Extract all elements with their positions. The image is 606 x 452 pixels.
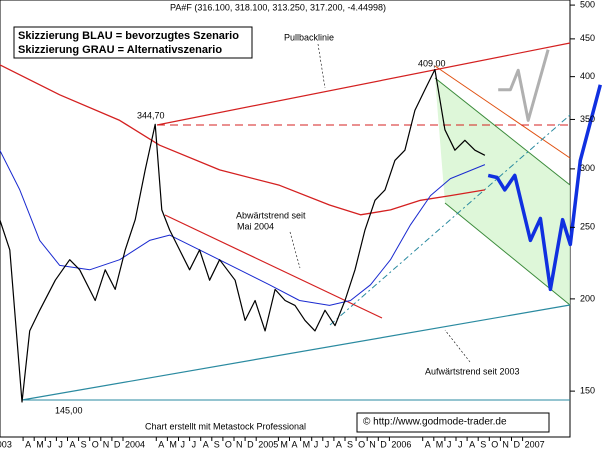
x-tick-label: O bbox=[491, 439, 498, 449]
legend-text: Skizzierung GRAU = Alternativszenario bbox=[18, 44, 222, 56]
x-tick-label: N bbox=[103, 439, 110, 449]
x-tick-label: O bbox=[225, 439, 232, 449]
x-tick-label: J bbox=[447, 439, 452, 449]
annotation: 409,00 bbox=[418, 58, 446, 68]
x-tick-label: S bbox=[81, 439, 87, 449]
x-tick-label: 2004 bbox=[125, 439, 145, 449]
series-line bbox=[498, 49, 550, 122]
x-tick-label: D bbox=[380, 439, 387, 449]
annotation: Aufwärtstrend seit 2003 bbox=[425, 366, 520, 376]
x-tick-label: S bbox=[347, 439, 353, 449]
copyright: © http://www.godmode-trader.de bbox=[363, 417, 507, 428]
pointer bbox=[444, 329, 471, 363]
x-tick-label: J bbox=[47, 439, 52, 449]
x-tick-label: A bbox=[203, 439, 209, 449]
series-line bbox=[487, 84, 602, 292]
x-tick-label: 2007 bbox=[525, 439, 545, 449]
x-tick-label: J bbox=[180, 439, 185, 449]
x-tick-label: N bbox=[369, 439, 376, 449]
x-tick-label: A bbox=[25, 439, 31, 449]
annotation: Abwärtstrend seit bbox=[236, 210, 306, 220]
x-tick-label: N bbox=[502, 439, 509, 449]
x-tick-label: A bbox=[425, 439, 431, 449]
legend-box bbox=[13, 26, 253, 59]
annotation: Pullbacklinie bbox=[284, 32, 334, 42]
series-layer bbox=[0, 49, 602, 403]
x-tick-label: A bbox=[69, 439, 75, 449]
x-tick-label: J bbox=[58, 439, 63, 449]
support-line bbox=[329, 114, 571, 326]
x-tick-label: M bbox=[280, 439, 288, 449]
y-tick-label: 400 bbox=[580, 71, 595, 81]
annotation: 344,70 bbox=[137, 110, 165, 120]
y-tick-label: 450 bbox=[580, 33, 595, 43]
x-tick-label: A bbox=[291, 439, 297, 449]
x-tick-label: J bbox=[314, 439, 319, 449]
channel-line bbox=[434, 77, 571, 186]
downtrend-line bbox=[164, 214, 383, 319]
y-tick-label: 150 bbox=[580, 385, 595, 395]
series-line bbox=[0, 64, 486, 216]
annotation: 145,00 bbox=[55, 405, 83, 415]
copyright-box bbox=[356, 412, 550, 433]
x-tick-label: A bbox=[158, 439, 164, 449]
uptrend-line bbox=[21, 304, 571, 401]
x-tick-label: J bbox=[458, 439, 463, 449]
y-tick-label: 350 bbox=[580, 114, 595, 124]
x-tick-label: S bbox=[480, 439, 486, 449]
pointer bbox=[317, 43, 326, 89]
x-tick-label: M bbox=[436, 439, 444, 449]
y-tick-label: 250 bbox=[580, 222, 595, 232]
x-tick-label: O bbox=[358, 439, 365, 449]
x-tick-label: 2006 bbox=[391, 439, 411, 449]
x-tick-label: J bbox=[192, 439, 197, 449]
footer: Chart erstellt mit Metastock Professiona… bbox=[145, 421, 306, 431]
x-tick-label: N bbox=[236, 439, 243, 449]
x-tick-label: M bbox=[36, 439, 44, 449]
x-tick-label: D bbox=[247, 439, 254, 449]
series-line bbox=[0, 68, 486, 403]
x-tick-label: S bbox=[214, 439, 220, 449]
x-tick-label: D bbox=[114, 439, 121, 449]
trend-line bbox=[434, 65, 571, 159]
chart-title: PA#F (316.100, 318.100, 313.250, 317.200… bbox=[170, 2, 386, 12]
legend-text: Skizzierung BLAU = bevorzugtes Szenario bbox=[18, 30, 239, 42]
x-tick-label: D bbox=[514, 439, 521, 449]
y-tick-label: 500 bbox=[580, 0, 595, 9]
x-tick-label: 2005 bbox=[258, 439, 278, 449]
y-tick-label: 300 bbox=[580, 163, 595, 173]
x-tick-label: A bbox=[469, 439, 475, 449]
x-tick-label: O bbox=[92, 439, 99, 449]
annotation: Mai 2004 bbox=[237, 221, 274, 231]
y-tick-label: 200 bbox=[580, 293, 595, 303]
x-tick-label: A bbox=[336, 439, 342, 449]
x-tick-label: J bbox=[325, 439, 330, 449]
x-tick-label: M bbox=[169, 439, 177, 449]
x-tick-label: 2003 bbox=[0, 439, 12, 449]
pullback-line bbox=[156, 42, 571, 126]
channel-fill bbox=[435, 78, 570, 305]
x-tick-label: M bbox=[303, 439, 311, 449]
